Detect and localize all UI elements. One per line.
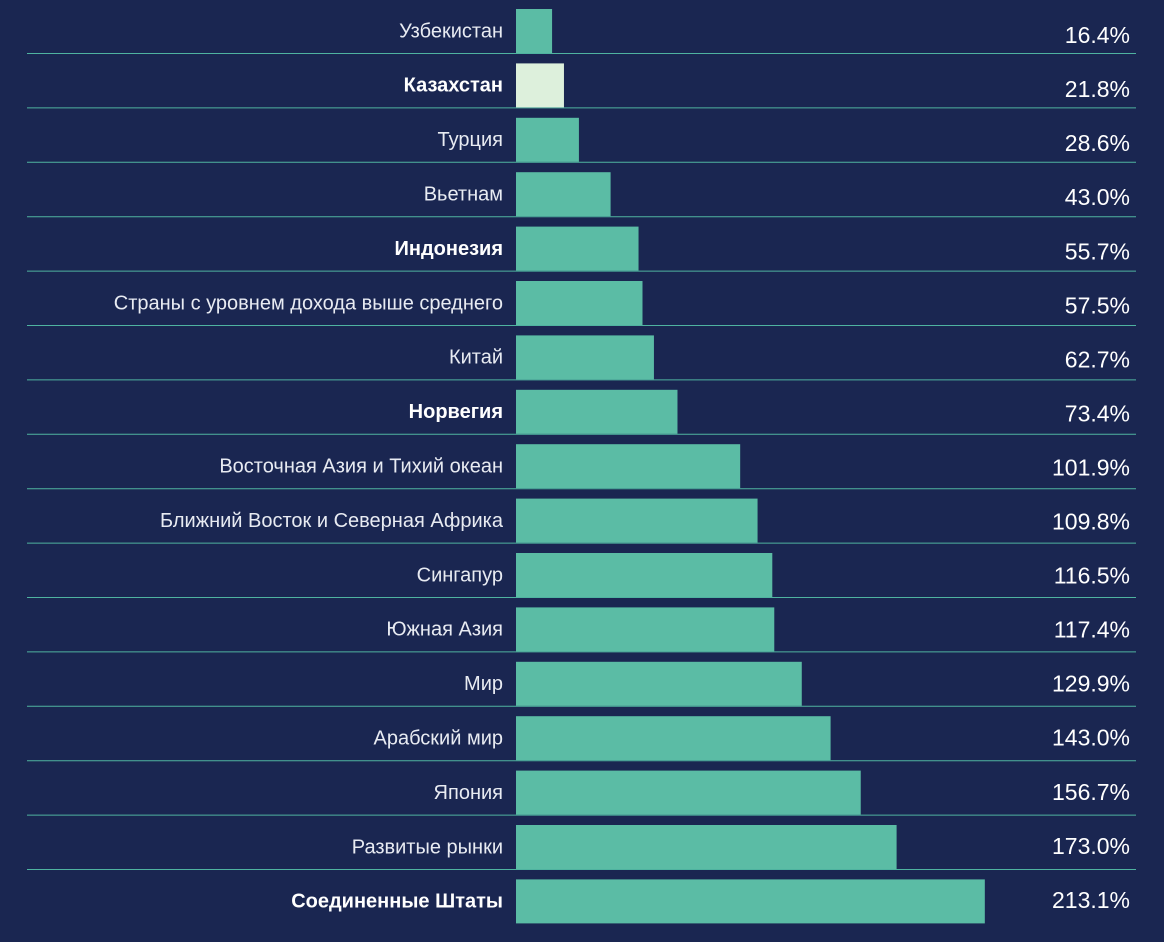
bar: [516, 770, 861, 815]
value-label: 28.6%: [1065, 130, 1130, 156]
bar: [516, 9, 553, 53]
category-label: Турция: [438, 129, 503, 151]
value-label: 116.5%: [1054, 563, 1130, 589]
value-label: 62.7%: [1065, 346, 1130, 372]
value-label: 73.4%: [1065, 400, 1130, 426]
value-label: 57.5%: [1065, 292, 1130, 318]
category-label: Китай: [449, 347, 503, 369]
category-label: Узбекистан: [399, 20, 503, 42]
bar: [516, 498, 758, 543]
value-label: 143.0%: [1052, 725, 1130, 751]
value-label: 109.8%: [1052, 509, 1130, 535]
value-label: 55.7%: [1065, 238, 1130, 264]
bar: [516, 389, 678, 434]
bar: [516, 444, 741, 489]
category-label: Сингапур: [417, 564, 503, 586]
category-label: Соединенные Штаты: [291, 891, 503, 913]
category-label: Ближний Восток и Северная Африка: [160, 510, 504, 532]
bar: [516, 553, 773, 597]
bar: [516, 825, 897, 869]
category-label: Южная Азия: [386, 619, 503, 641]
bar: [516, 716, 831, 761]
bar: [516, 63, 564, 108]
value-label: 101.9%: [1052, 454, 1130, 480]
value-label: 173.0%: [1052, 833, 1130, 859]
value-label: 43.0%: [1065, 184, 1130, 210]
category-label: Развитые рынки: [352, 836, 503, 858]
category-label: Арабский мир: [373, 727, 503, 749]
bar: [516, 172, 611, 217]
bar: [516, 281, 643, 325]
value-label: 156.7%: [1052, 779, 1130, 805]
category-label: Норвегия: [409, 401, 503, 423]
category-label: Япония: [434, 782, 503, 804]
bar: [516, 879, 985, 924]
category-label: Восточная Азия и Тихий океан: [219, 455, 503, 477]
bar: [516, 335, 654, 380]
value-label: 16.4%: [1065, 22, 1130, 48]
category-label: Страны с уровнем дохода выше среднего: [114, 292, 503, 314]
value-label: 213.1%: [1052, 887, 1130, 913]
value-label: 117.4%: [1054, 617, 1130, 643]
value-label: 21.8%: [1065, 76, 1130, 102]
value-label: 129.9%: [1052, 671, 1130, 697]
bar: [516, 661, 802, 706]
bar: [516, 607, 775, 652]
category-label: Индонезия: [395, 238, 503, 260]
bar: [516, 117, 579, 162]
category-label: Мир: [464, 673, 503, 695]
category-label: Казахстан: [404, 75, 503, 97]
bar: [516, 226, 639, 271]
category-label: Вьетнам: [424, 183, 503, 205]
